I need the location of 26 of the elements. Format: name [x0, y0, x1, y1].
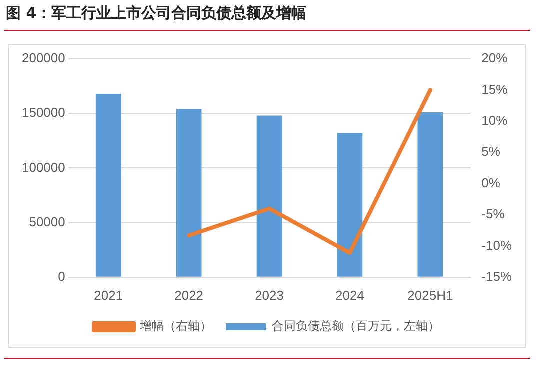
y2-tick-label: 0% [482, 175, 501, 190]
y-tick-label: 50000 [29, 214, 66, 230]
y2-tick-label: 10% [482, 112, 508, 128]
y2-tick-label: 20% [482, 50, 508, 66]
x-tick-label: 2024 [336, 288, 364, 303]
x-tick-label: 2021 [94, 288, 124, 303]
y2-tick-label: 5% [482, 144, 501, 160]
y-tick-label: 200000 [22, 50, 66, 66]
legend-label: 增幅（右轴） [139, 319, 212, 334]
x-tick-label: 2022 [174, 288, 204, 303]
x-tick-label: 2023 [255, 288, 284, 303]
y-tick-label: 150000 [22, 105, 66, 120]
legend-label: 合同负债总额（百万元，左轴） [272, 319, 440, 334]
y-tick-label: 100000 [22, 160, 66, 175]
bar [337, 133, 363, 277]
y2-tick-label: -10% [482, 238, 512, 253]
bar [418, 112, 444, 277]
y2-tick-label: -5% [482, 206, 506, 222]
y-tick-label: 0 [58, 268, 66, 284]
bar [96, 94, 122, 277]
y2-tick-label: 15% [482, 82, 508, 97]
chart-title: 图 4：军工行业上市公司合同负债总额及增幅 [6, 4, 307, 23]
y2-tick-label: -15% [482, 268, 512, 284]
x-tick-label: 2025H1 [408, 288, 454, 303]
bar [256, 116, 282, 277]
bar [176, 109, 202, 277]
